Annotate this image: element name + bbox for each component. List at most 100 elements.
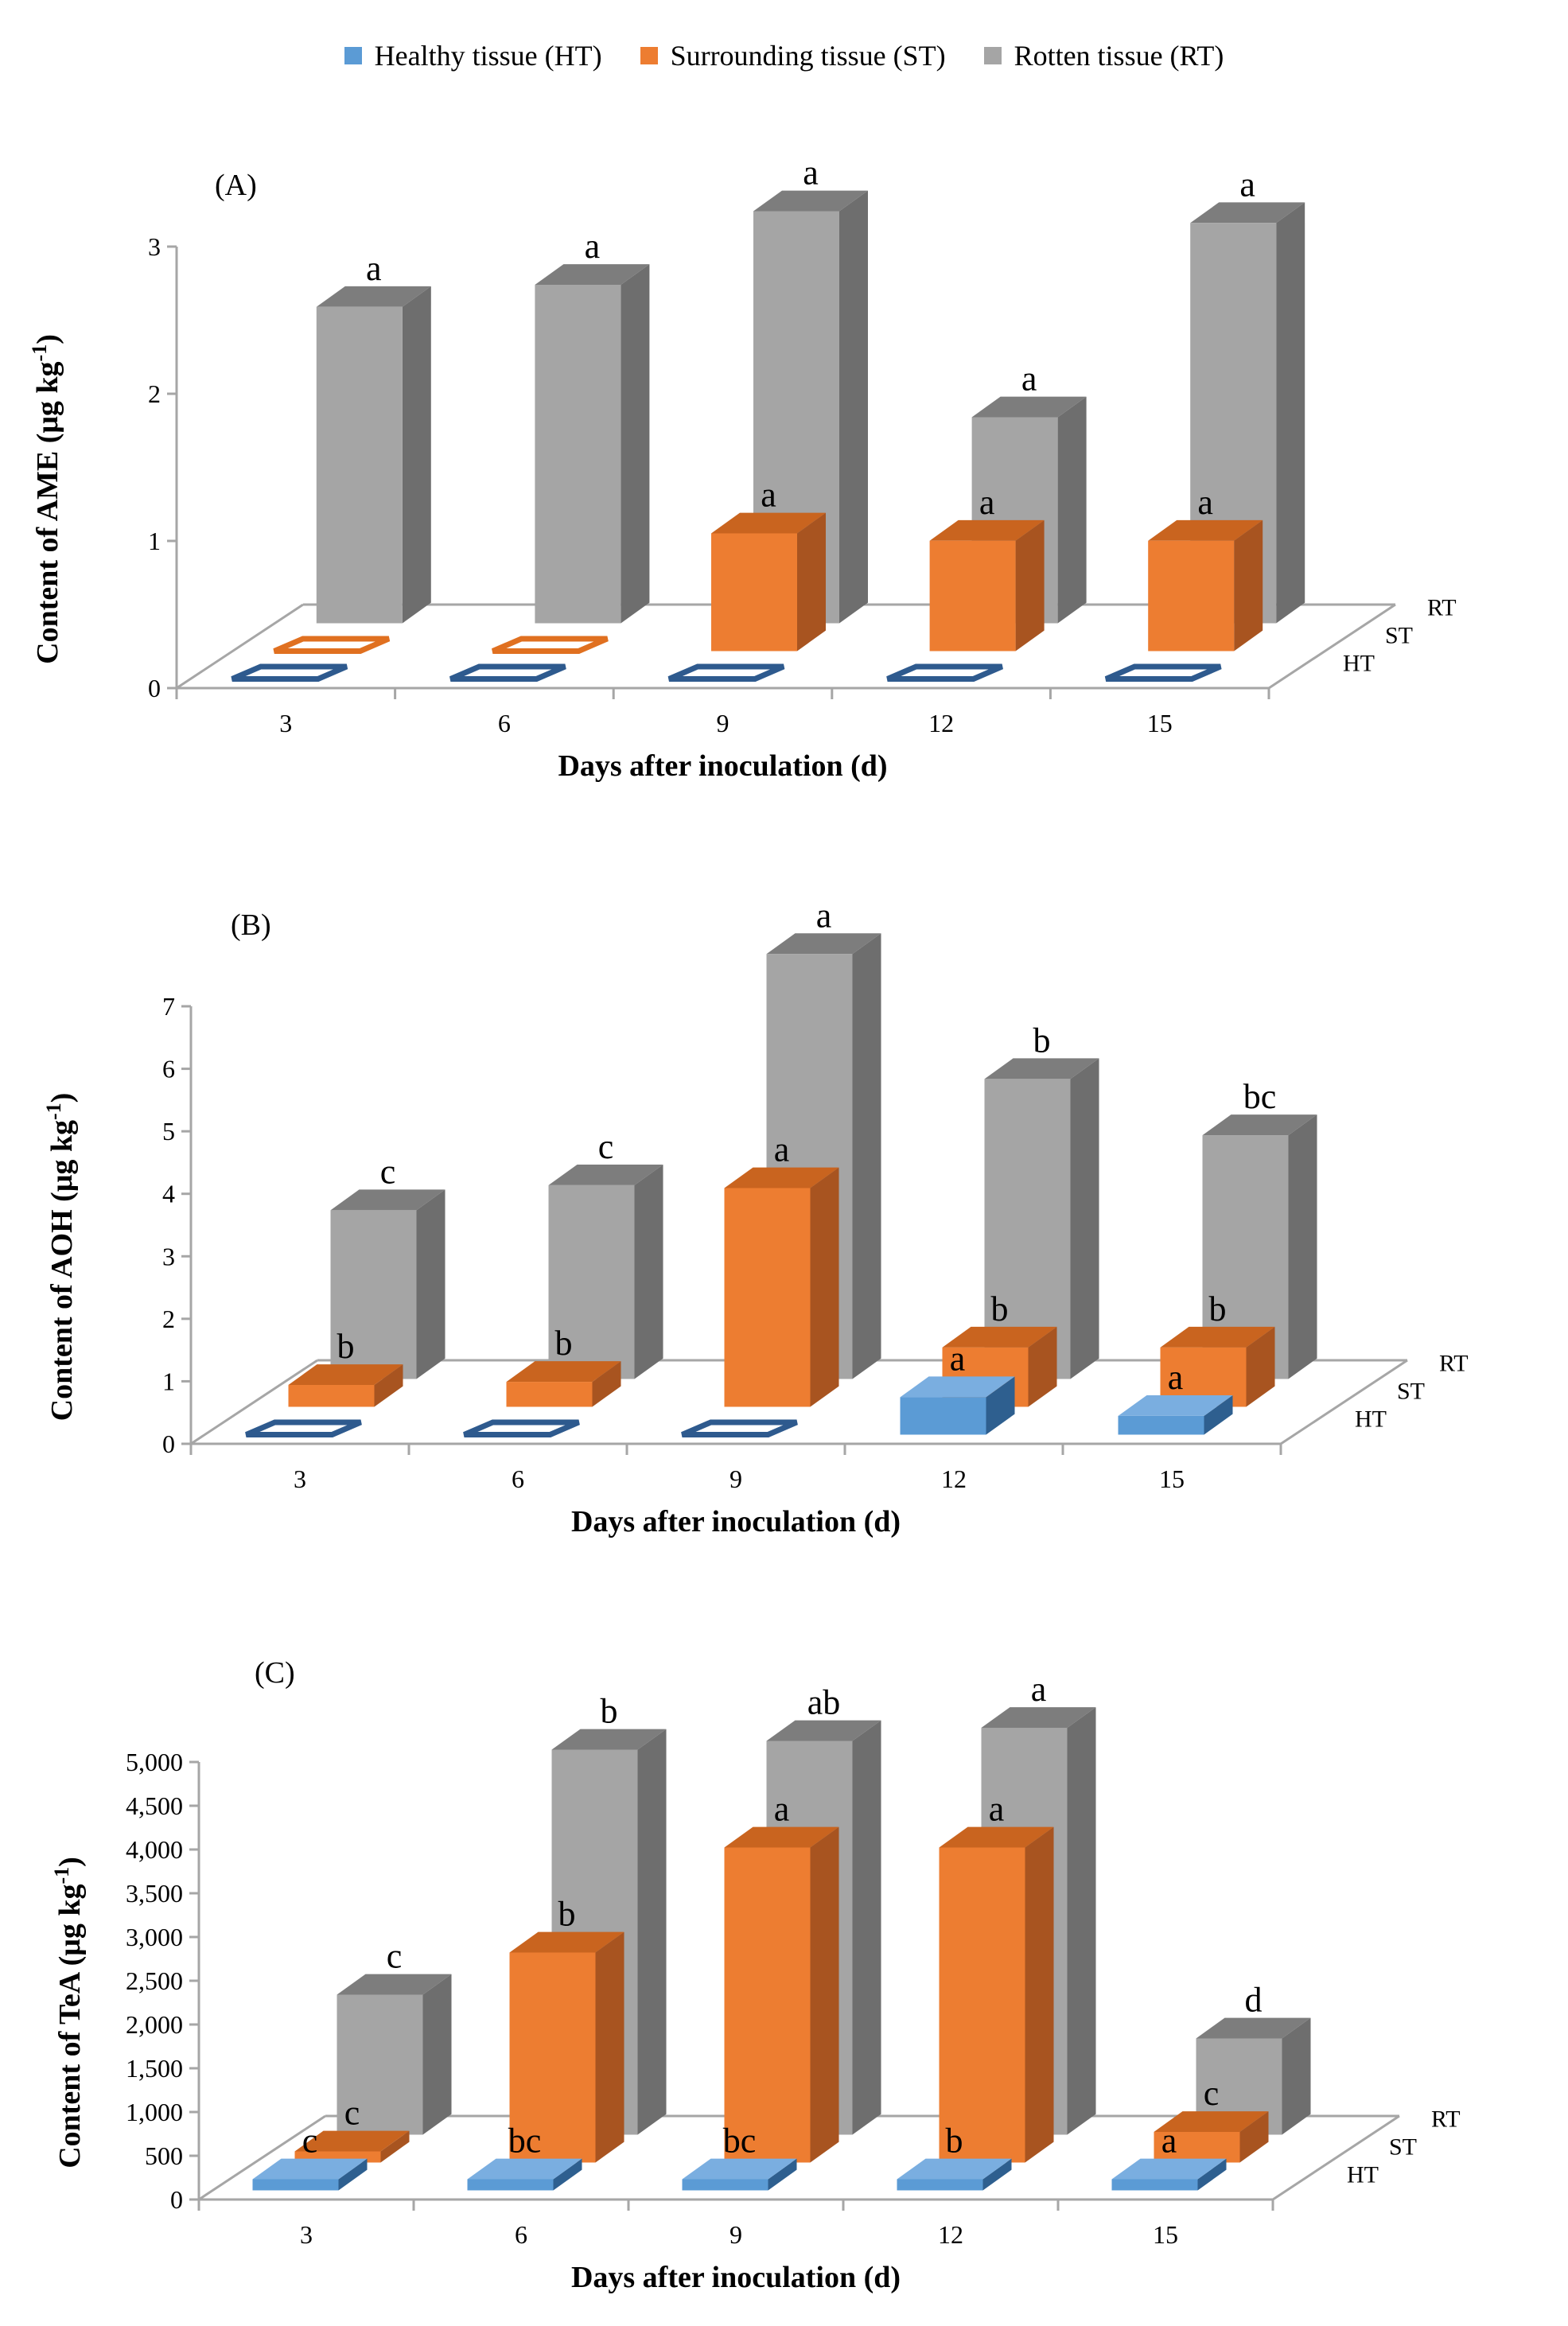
bar-top — [548, 1165, 663, 1185]
bar-side — [1239, 2111, 1269, 2163]
empty-bar-marker — [492, 636, 609, 654]
bar-top — [252, 2158, 368, 2180]
bar-rt-day-6 — [535, 264, 650, 624]
bar-rt-day-3 — [330, 1189, 445, 1379]
bar-top — [1196, 2017, 1311, 2039]
bar-front — [467, 2179, 554, 2191]
empty-bar-marker — [1104, 663, 1222, 682]
bar-side — [592, 1361, 621, 1407]
significance-letter: a — [950, 1339, 966, 1378]
floor-right-edge — [1280, 1359, 1408, 1445]
legend-swatch-rt — [983, 47, 1002, 64]
bar-side — [634, 1165, 663, 1379]
row-label-st: ST — [1397, 1379, 1425, 1405]
bar-top — [294, 2130, 410, 2152]
x-tick-label: 15 — [1159, 1464, 1185, 1493]
x-tick-label: 9 — [730, 2220, 742, 2249]
x-tick-label: 15 — [1153, 2220, 1178, 2249]
bar-front — [724, 1847, 811, 2163]
empty-bar-marker — [245, 1419, 362, 1437]
significance-letter: a — [803, 154, 819, 193]
significance-letter: b — [337, 1327, 355, 1366]
bar-front — [288, 1385, 375, 1407]
x-tick-label: 3 — [279, 709, 292, 737]
row-label-st: ST — [1389, 2134, 1417, 2161]
empty-bar-marker — [667, 663, 785, 682]
significance-letter: a — [979, 483, 995, 522]
bar-front — [506, 1382, 593, 1407]
x-tick-label: 3 — [300, 2220, 313, 2249]
bar-top — [939, 1826, 1054, 1848]
bar-st-day-9 — [724, 1826, 839, 2163]
bar-side — [402, 286, 431, 624]
bar-front — [252, 2179, 339, 2191]
bar-st-day-6 — [509, 1931, 624, 2163]
bar-top — [897, 2158, 1012, 2180]
bar-st-day-6 — [492, 636, 609, 654]
legend-item-ht: Healthy tissue (HT) — [344, 39, 602, 72]
bar-side — [852, 1720, 881, 2135]
bar-top — [1111, 2158, 1227, 2180]
bar-side — [810, 1826, 839, 2163]
bar-side — [1197, 2158, 1227, 2191]
y-tick-label: 3,500 — [126, 1879, 183, 1908]
bar-top — [288, 1364, 403, 1385]
y-tick-label: 0 — [162, 1429, 175, 1458]
bar-st-day-6 — [506, 1361, 621, 1407]
y-tick-label: 1,500 — [126, 2054, 183, 2083]
bar-side — [1057, 396, 1087, 624]
row-label-rt: RT — [1427, 595, 1457, 621]
bar-side — [374, 1364, 403, 1407]
bar-ht-day-9 — [682, 2158, 797, 2191]
significance-letter: ab — [807, 1683, 841, 1722]
bar-ht-day-3 — [245, 1419, 362, 1437]
x-tick-label: 6 — [515, 2220, 527, 2249]
bar-rt-day-15 — [1190, 202, 1305, 624]
bar-top — [1148, 519, 1263, 541]
row-label-st: ST — [1385, 623, 1413, 649]
bar-st-day-9 — [711, 512, 826, 652]
y-tick-label: 4,000 — [126, 1835, 183, 1864]
bar-front — [939, 1847, 1025, 2163]
bar-side — [810, 1167, 839, 1407]
bar-rt-day-3 — [316, 286, 431, 624]
x-tick-label: 12 — [928, 709, 954, 737]
legend-label-st: Surrounding tissue (ST) — [670, 40, 946, 72]
bar-side — [553, 2158, 582, 2191]
bar-side — [839, 190, 868, 624]
row-label-ht: HT — [1355, 1406, 1387, 1433]
bar-front — [509, 1952, 596, 2163]
bar-ht-day-15 — [1118, 1395, 1233, 1435]
significance-letter: b — [555, 1324, 573, 1363]
bar-top — [929, 519, 1045, 541]
floor-right-edge — [1272, 2114, 1400, 2201]
bar-front — [1154, 2132, 1240, 2163]
significance-letter: bc — [723, 2122, 757, 2161]
significance-letter: bc — [1243, 1077, 1277, 1116]
significance-letter: b — [1033, 1021, 1051, 1060]
bar-side — [1234, 519, 1263, 652]
x-tick-label: 6 — [498, 709, 511, 737]
significance-letter: a — [1161, 2122, 1177, 2161]
significance-letter: a — [989, 1790, 1005, 1829]
bar-ht-day-9 — [667, 663, 785, 682]
significance-letter: b — [946, 2122, 963, 2161]
bar-ht-day-9 — [681, 1419, 798, 1437]
significance-letter: c — [598, 1127, 614, 1166]
bar-ht-day-6 — [449, 663, 566, 682]
y-tick-label: 3 — [162, 1242, 175, 1270]
significance-letter: c — [380, 1152, 396, 1191]
y-tick-label: 4 — [162, 1180, 175, 1208]
significance-letter: c — [387, 1937, 403, 1976]
bar-top — [724, 1167, 839, 1188]
empty-bar-marker — [886, 663, 1003, 682]
bar-top — [467, 2158, 582, 2180]
y-tick-label: 3 — [148, 232, 161, 261]
significance-letter: b — [991, 1289, 1009, 1328]
legend-swatch-st — [640, 47, 658, 64]
y-tick-label: 7 — [162, 992, 175, 1021]
bar-top — [753, 190, 868, 212]
bar-ht-day-12 — [900, 1376, 1015, 1435]
bar-top — [766, 1720, 881, 1741]
